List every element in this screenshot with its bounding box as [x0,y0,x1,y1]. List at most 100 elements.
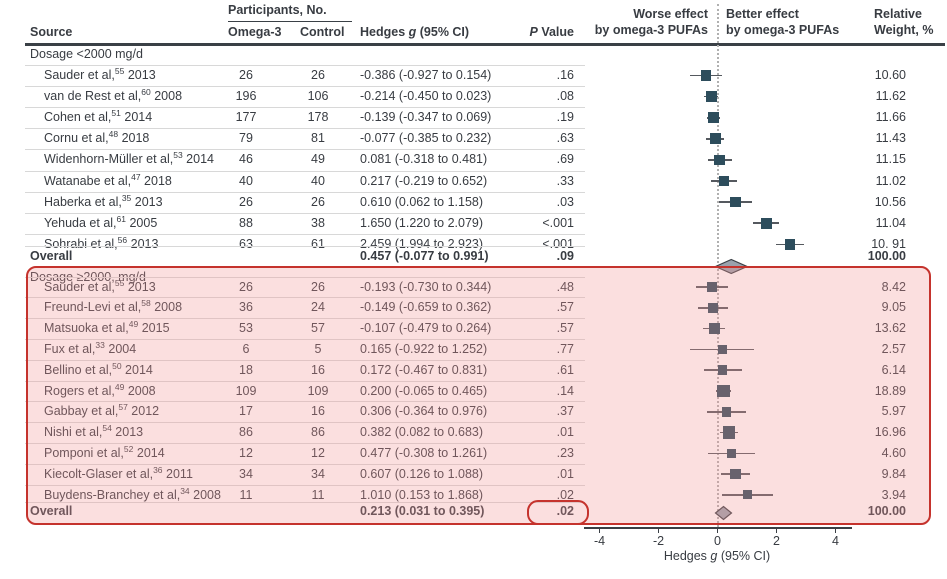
relative-weight: 10.60 [874,68,906,82]
hedges-g-ci-text: 0.200 (-0.065 to 0.465) [360,383,488,398]
study-row: Gabbay et al,57 2012 17 16 0.306 (-0.364 to… [0,401,947,422]
p-value: .03 [556,194,574,209]
study-ref-superscript: 35 [121,192,132,203]
overall-label: Overall [30,503,73,518]
study-year: 2013 [131,194,163,209]
study-ref-superscript: 52 [123,443,134,454]
relative-weight: 11.04 [875,215,906,230]
point-estimate-marker [722,426,735,439]
axis-title-post: (95% CI) [717,549,771,563]
study-name: Buydens-Branchey et al, [44,487,181,502]
relative-weight: 5.97 [881,404,906,419]
study-name: van de Rest et al, [44,89,142,104]
x-axis-tick-label: 2 [773,534,780,548]
control-n: 24 [311,300,325,315]
p-value: .02 [556,503,574,518]
study-year: 2011 [162,466,193,481]
p-value: .14 [556,383,574,398]
omega3-n: 46 [239,152,253,167]
study-name: Sauder et al, [44,68,115,82]
omega3-n: 6 [242,342,250,356]
study-ref-superscript: 53 [173,150,183,161]
omega3-n: 40 [239,173,253,188]
point-estimate-marker [709,133,721,145]
study-source: Matsuoka et al,49 2015 [44,318,170,339]
relative-weight: 13.62 [874,321,906,336]
study-name: Sohrabi et al, [44,236,118,251]
hedges-g-ci-text: 0.610 (0.062 to 1.158) [360,194,484,209]
study-name: Widenhorn-Müller et al, [44,152,174,167]
participants-group-underline [228,20,352,22]
relative-weight: 11.15 [875,152,906,167]
control-n: 26 [311,279,325,294]
study-name: Haberka et al, [44,194,122,209]
row-separator [25,401,585,403]
hedges-g-ci-text: -0.214 (-0.450 to 0.023) [360,89,492,104]
control-n: 61 [311,236,325,251]
column-header-p-value: P Value [494,25,574,39]
plot-header-worse-line2: by omega-3 PUFAs [594,22,708,37]
x-axis-tick [834,527,837,533]
study-row: Watanabe et al,47 2018 40 40 0.217 (-0.219 … [0,170,947,192]
relative-weight: 11.02 [875,173,906,188]
hedges-g-ci-text: 0.306 (-0.364 to 0.976) [360,404,488,419]
hedges-g-ci-text: -0.139 (-0.347 to 0.069) [360,110,492,125]
study-name: Bellino et al, [44,362,113,377]
study-ref-superscript: 34 [180,485,190,496]
hedges-header-g: g [408,25,417,39]
omega3-n: 79 [239,131,253,146]
p-value: <.001 [542,236,574,251]
study-row: Cohen et al,51 2014 177 178 -0.139 (-0.347 … [0,107,947,128]
point-estimate-marker [707,302,719,313]
p-value: .09 [556,249,574,263]
row-separator [25,501,585,503]
study-year: 2008 [150,300,183,315]
hedges-g-ci-text: 1.650 (1.220 to 2.079) [360,215,484,230]
study-ref-superscript: 33 [95,339,105,350]
relative-weight: 8.42 [881,279,906,294]
point-estimate-marker [705,91,717,103]
study-name: Yehuda et al, [44,215,117,230]
study-name: Nishi et al, [44,425,103,440]
study-name: Cornu et al, [44,131,109,146]
control-n: 11 [311,487,325,502]
relative-weight: 11.62 [875,89,906,104]
study-row: Bellino et al,50 2014 18 16 0.172 (-0.467 t… [0,359,947,381]
x-axis-tick [775,527,778,533]
relative-weight: 100.00 [867,503,906,518]
study-row: van de Rest et al,60 2008 196 106 -0.214 (-… [0,86,947,107]
study-year: 2014 [182,152,214,167]
column-header-omega3: Omega-3 [228,25,282,39]
study-ref-superscript: 48 [108,129,119,140]
study-name: Pomponi et al, [44,446,124,460]
p-value: .57 [556,321,574,336]
row-separator [25,233,585,235]
study-ref-superscript: 55 [114,277,125,288]
hedges-g-ci-text: 0.477 (-0.308 to 1.261) [360,446,488,460]
column-header-hedges-g: Hedges g (95% CI) [360,25,469,39]
study-row: Yehuda et al,61 2005 88 38 1.650 (1.220 to … [0,212,947,234]
study-source: Rogers et al,49 2008 [44,381,156,402]
point-estimate-marker [742,490,752,500]
study-name: Kiecolt-Glaser et al, [44,466,154,481]
relative-weight: 9.05 [881,300,906,315]
row-separator [25,191,585,193]
study-row: Sohrabi et al,56 2013 63 61 2.459 (1.994 to… [0,233,947,255]
study-source: Buydens-Branchey et al,34 2008 [44,485,221,506]
relative-weight: 2.57 [881,342,906,356]
study-row: Kiecolt-Glaser et al,36 2011 34 34 0.607 (0… [0,463,947,485]
control-n: 12 [311,446,325,460]
control-n: 106 [307,89,329,104]
omega3-n: 63 [239,236,253,251]
x-axis-tick [598,527,601,533]
column-header-source: Source [30,25,73,39]
row-separator [25,276,585,278]
relative-weight: 16.96 [874,425,906,440]
x-axis-tick-label: -4 [593,534,606,548]
study-row: Haberka et al,35 2013 26 26 0.610 (0.062 to… [0,191,947,213]
point-estimate-marker [718,175,730,187]
control-n: 178 [307,110,329,125]
omega3-n: 88 [239,215,253,230]
axis-title-pre: Hedges [663,549,711,563]
hedges-g-ci-text: 0.607 (0.126 to 1.088) [360,466,484,481]
